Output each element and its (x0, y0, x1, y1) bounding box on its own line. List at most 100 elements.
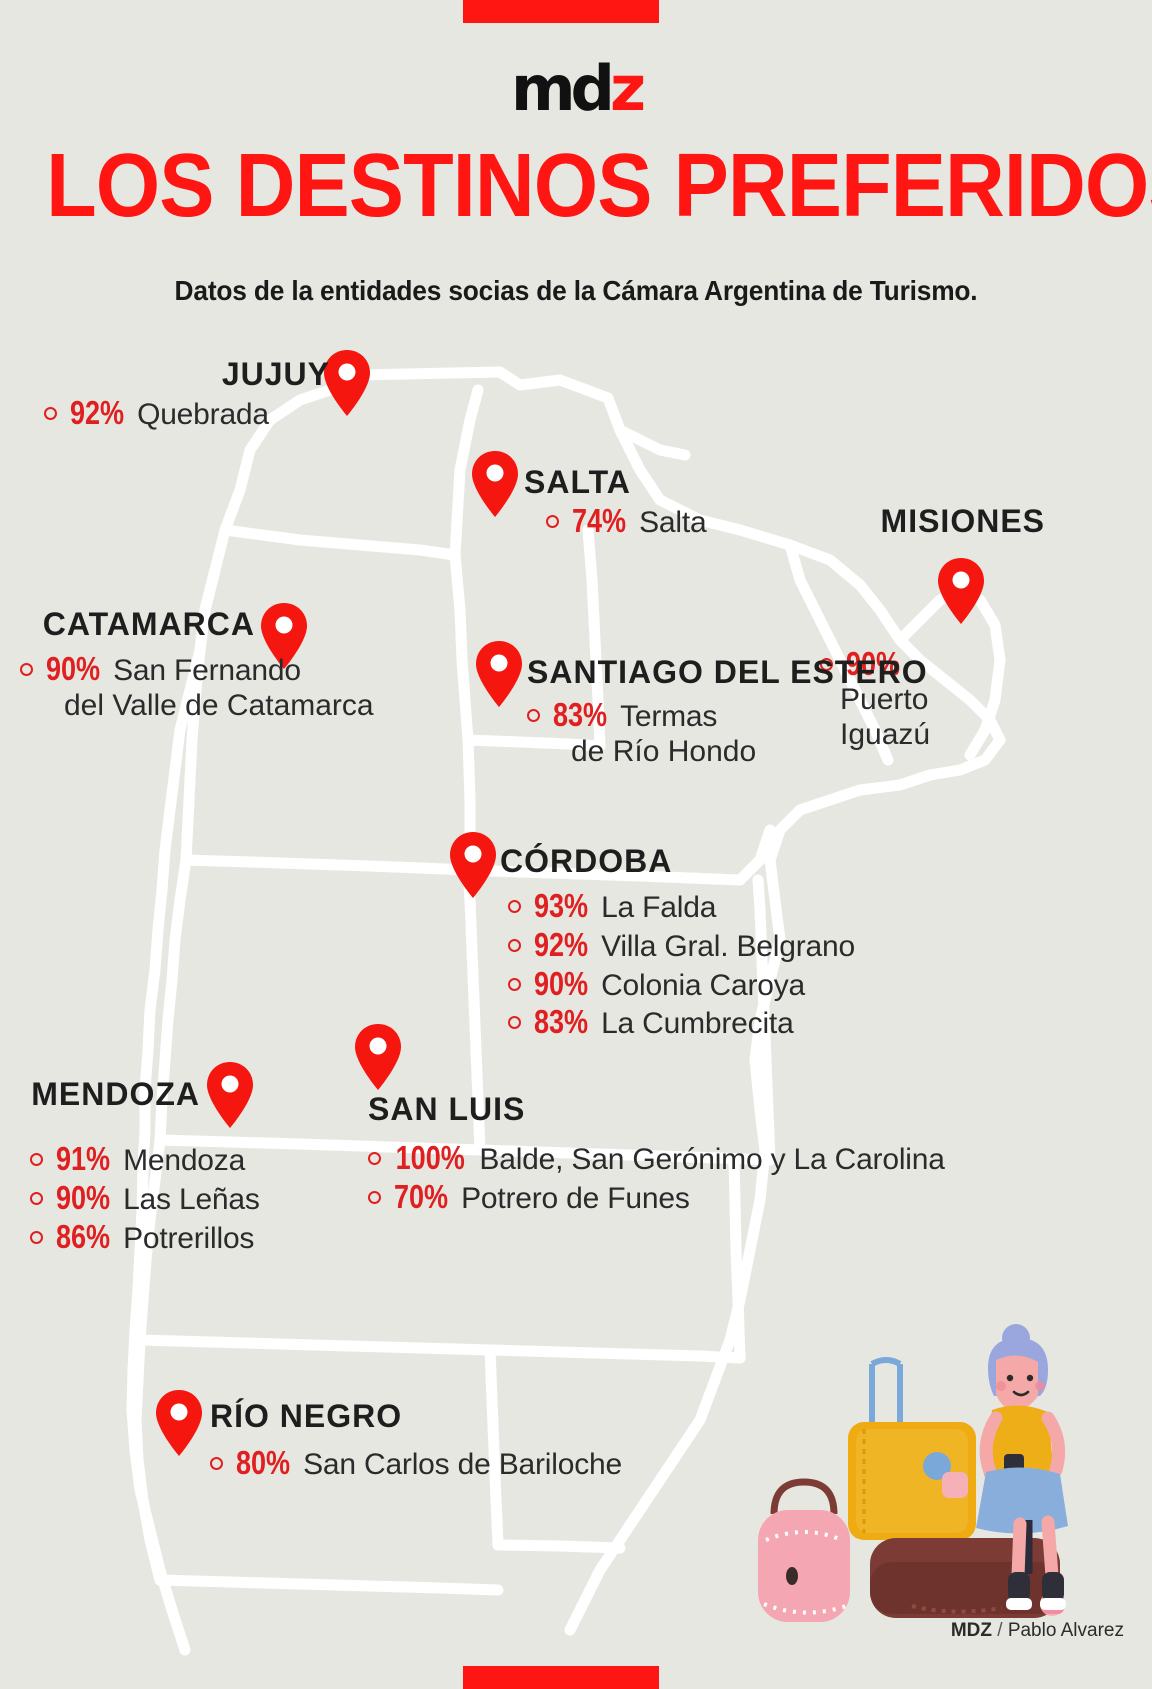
map-pin-mendoza (203, 1060, 257, 1130)
province-block-catamarca: CATAMARCA 90% San Fernando del Valle de … (20, 606, 374, 724)
destination-list-catamarca: 90% San Fernando del Valle de Catamarca (20, 650, 374, 724)
bullet-circle-icon (508, 1016, 521, 1030)
bullet-circle-icon (368, 1152, 381, 1165)
destination-list-rio-negro: 80% San Carlos de Bariloche (210, 1444, 622, 1483)
destination-name: Balde, San Gerónimo y La Carolina (479, 1143, 945, 1176)
mdz-logo: mdz (0, 58, 1152, 120)
destination-item: 90% San Fernando (20, 650, 301, 689)
destination-name: Mendoza (123, 1144, 246, 1177)
bottom-accent-bar (463, 1666, 659, 1689)
destination-name: Villa Gral. Belgrano (601, 929, 855, 963)
province-name-rio-negro: RÍO NEGRO (210, 1398, 403, 1434)
bullet-circle-icon (210, 1457, 223, 1470)
destination-name: La Cumbrecita (601, 1007, 794, 1041)
destination-name: La Falda (601, 891, 717, 924)
province-name-misiones: MISIONES (880, 503, 1045, 539)
map-pin-rio-negro (152, 1388, 206, 1458)
bullet-circle-icon (30, 1191, 43, 1205)
province-name-san-luis: SAN LUIS (368, 1091, 526, 1127)
destination-name-line2: del Valle de Catamarca (64, 688, 374, 722)
destination-item: 90% (820, 645, 1045, 683)
percentage-value: 92% (533, 925, 589, 963)
province-block-santiago-del-estero: SANTIAGO DEL ESTERO 83% Termas de Río Ho… (527, 656, 928, 770)
destination-name: Termas (620, 700, 718, 733)
map-pin-santiago-del-estero (472, 639, 526, 709)
percentage-value: 80% (235, 1444, 291, 1481)
province-block-mendoza: MENDOZA 91% Mendoza 90% Las Leñas 86% Po… (10, 1078, 260, 1257)
percentage-value: 91% (55, 1140, 111, 1177)
percentage-value: 90% (845, 645, 901, 682)
map-pin-catamarca (257, 601, 311, 671)
bullet-circle-icon (20, 663, 33, 676)
destination-item: 100% Balde, San Gerónimo y La Carolina (368, 1139, 945, 1178)
credit-source: MDZ (950, 1620, 992, 1641)
logo-z: z (609, 52, 646, 125)
bullet-circle-icon (30, 1230, 43, 1244)
map-pin-jujuy (320, 348, 374, 418)
destination-name: Colonia Caroya (601, 968, 806, 1002)
bullet-circle-icon (368, 1190, 381, 1204)
percentage-value: 93% (533, 887, 589, 924)
page-subtitle: Datos de la entidades socias de la Cámar… (174, 275, 978, 306)
bullet-circle-icon (527, 709, 540, 722)
map-pin-misiones (934, 556, 988, 626)
percentage-value: 90% (45, 650, 101, 687)
destination-item: 86% Potrerillos (30, 1217, 254, 1257)
destination-name-line2: de Río Hondo (571, 734, 757, 768)
destination-name: San Fernando (113, 654, 301, 687)
destination-name: Salta (639, 506, 707, 539)
bullet-circle-icon (508, 938, 521, 952)
map-pin-salta (468, 449, 522, 519)
logo-text: mdz (511, 58, 646, 120)
destination-list-san-luis: 100% Balde, San Gerónimo y La Carolina 7… (368, 1139, 945, 1217)
percentage-value: 92% (69, 394, 125, 431)
destination-name: Puerto (840, 683, 929, 717)
destination-name: Las Leñas (123, 1182, 260, 1216)
logo-md: md (510, 52, 615, 125)
bullet-circle-icon (546, 515, 559, 528)
province-block-san-luis: SAN LUIS 100% Balde, San Gerónimo y La C… (368, 1093, 945, 1217)
page-title: LOS DESTINOS PREFERIDOS (46, 136, 1152, 236)
province-block-salta: SALTA 74% Salta (524, 464, 707, 541)
destination-item: 93% La Falda (508, 887, 855, 926)
destination-item: 92% Quebrada (44, 394, 330, 433)
province-name-santiago-del-estero: SANTIAGO DEL ESTERO (527, 654, 928, 690)
destination-name: San Carlos de Bariloche (303, 1448, 622, 1481)
destination-name: Potrerillos (123, 1221, 255, 1255)
province-name-jujuy: JUJUY (221, 356, 330, 392)
destination-list-salta: 74% Salta (546, 502, 707, 541)
destination-list-cordoba: 93% La Falda 92% Villa Gral. Belgrano 90… (508, 887, 855, 1042)
percentage-value: 86% (55, 1217, 111, 1255)
province-name-cordoba: CÓRDOBA (500, 843, 673, 879)
bullet-circle-icon (30, 1153, 43, 1166)
province-block-misiones: MISIONES 90% Puerto Iguazú (820, 505, 1045, 753)
percentage-value: 74% (571, 502, 627, 539)
destination-item: 83% La Cumbrecita (508, 1003, 855, 1042)
top-accent-bar (463, 0, 659, 23)
destination-item: 90% Las Leñas (30, 1178, 260, 1218)
percentage-value: 83% (552, 696, 608, 733)
traveler-illustration (758, 1324, 1068, 1622)
destination-item: 80% San Carlos de Bariloche (210, 1444, 622, 1483)
destination-list-santiago-del-estero: 83% Termas de Río Hondo (527, 696, 928, 770)
percentage-value: 70% (393, 1177, 449, 1215)
destination-list-misiones: 90% Puerto Iguazú (820, 645, 1045, 753)
destination-item: 83% Termas (527, 696, 928, 735)
destination-item: 74% Salta (546, 502, 707, 541)
province-name-catamarca: CATAMARCA (42, 606, 255, 642)
destination-item: 90% Colonia Caroya (508, 965, 855, 1004)
destination-item: 91% Mendoza (30, 1140, 245, 1179)
province-name-salta: SALTA (524, 464, 631, 500)
percentage-value: 90% (533, 964, 589, 1002)
destination-item: 70% Potrero de Funes (368, 1178, 945, 1217)
bullet-circle-icon (820, 658, 833, 671)
credit-author: Pablo Alvarez (1007, 1620, 1124, 1641)
destination-name-line2: Iguazú (840, 718, 931, 752)
province-block-rio-negro: RÍO NEGRO 80% San Carlos de Bariloche (210, 1400, 622, 1483)
destination-list-jujuy: 92% Quebrada (44, 394, 330, 433)
destination-list-mendoza: 91% Mendoza 90% Las Leñas 86% Potrerillo… (30, 1140, 260, 1257)
bullet-circle-icon (508, 900, 521, 913)
percentage-value: 90% (55, 1178, 111, 1216)
bullet-circle-icon (44, 407, 57, 420)
map-pin-san-luis (351, 1022, 405, 1092)
